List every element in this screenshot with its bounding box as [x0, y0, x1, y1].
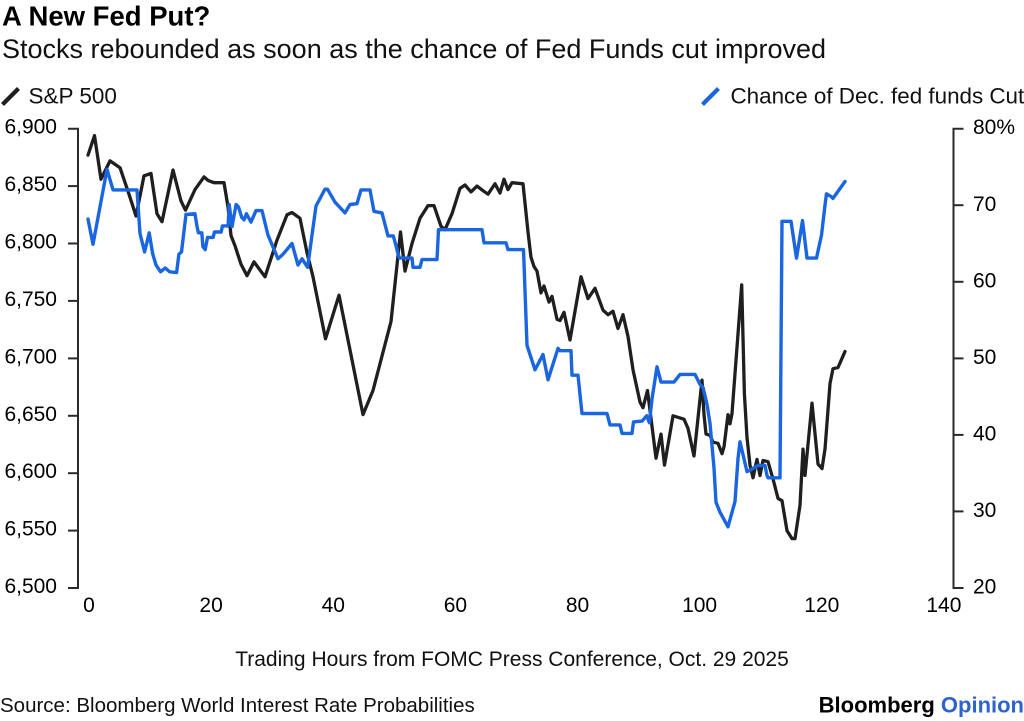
svg-text:6,800: 6,800 — [4, 231, 57, 254]
svg-text:50: 50 — [973, 346, 996, 369]
svg-text:6,850: 6,850 — [4, 173, 57, 196]
svg-text:70: 70 — [973, 193, 996, 216]
svg-text:6,900: 6,900 — [4, 116, 57, 139]
svg-text:6,750: 6,750 — [4, 288, 57, 311]
svg-text:0: 0 — [83, 594, 95, 617]
svg-text:6,550: 6,550 — [4, 518, 57, 541]
svg-text:140: 140 — [926, 594, 961, 617]
svg-text:A New Fed Put?: A New Fed Put? — [2, 1, 210, 32]
svg-text:60: 60 — [973, 269, 996, 292]
svg-text:6,700: 6,700 — [4, 345, 57, 368]
svg-text:20: 20 — [973, 576, 996, 599]
svg-text:30: 30 — [973, 499, 996, 522]
svg-text:6,650: 6,650 — [4, 403, 57, 426]
svg-text:Chance of Dec. fed funds Cut: Chance of Dec. fed funds Cut — [731, 84, 1024, 109]
svg-text:Trading Hours from FOMC Press: Trading Hours from FOMC Press Conference… — [235, 648, 789, 671]
svg-text:6,600: 6,600 — [4, 460, 57, 483]
svg-text:60: 60 — [444, 594, 467, 617]
svg-text:80: 80 — [566, 594, 589, 617]
svg-text:40: 40 — [973, 422, 996, 445]
svg-text:40: 40 — [322, 594, 345, 617]
svg-text:6,500: 6,500 — [4, 575, 57, 598]
svg-text:120: 120 — [804, 594, 839, 617]
svg-text:Bloomberg Opinion: Bloomberg Opinion — [819, 693, 1024, 718]
svg-text:100: 100 — [682, 594, 717, 617]
svg-text:S&P 500: S&P 500 — [29, 84, 117, 109]
svg-text:20: 20 — [199, 594, 222, 617]
svg-text:80%: 80% — [973, 116, 1015, 139]
svg-text:Stocks rebounded as soon as th: Stocks rebounded as soon as the chance o… — [2, 34, 826, 64]
svg-text:Source: Bloomberg World Intere: Source: Bloomberg World Interest Rate Pr… — [0, 694, 475, 717]
